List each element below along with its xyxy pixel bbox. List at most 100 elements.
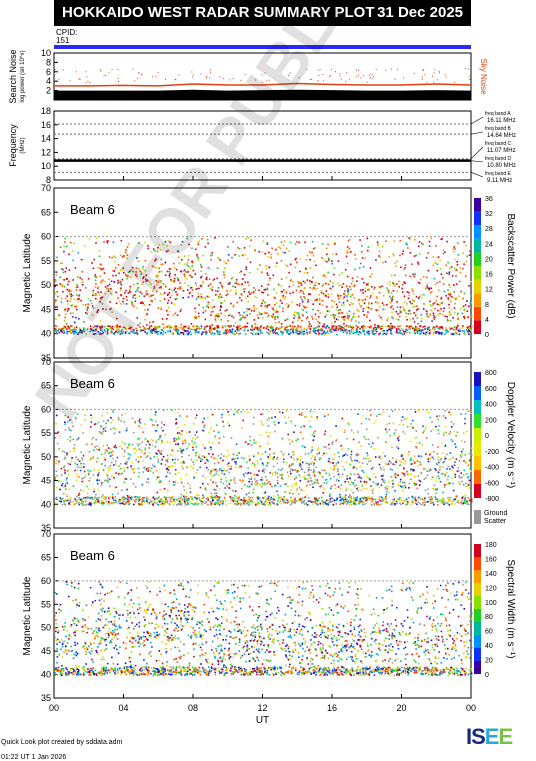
data-cell (309, 251, 311, 253)
data-cell (424, 497, 426, 499)
data-cell (360, 422, 363, 425)
data-cell (458, 475, 461, 477)
data-cell (296, 333, 299, 335)
data-cell (272, 498, 275, 500)
data-cell (465, 485, 467, 488)
data-cell (171, 449, 174, 452)
data-cell (302, 330, 304, 333)
data-cell (200, 327, 203, 329)
data-cell (113, 255, 115, 258)
data-cell (90, 457, 92, 460)
data-cell (280, 290, 283, 293)
data-cell (470, 295, 472, 297)
data-cell (231, 329, 233, 332)
data-cell (221, 413, 223, 416)
data-cell (244, 281, 247, 284)
data-cell (110, 328, 113, 330)
data-cell (258, 497, 261, 500)
data-cell (284, 252, 286, 254)
data-cell (101, 268, 103, 271)
data-cell (169, 500, 172, 503)
data-cell (389, 434, 392, 437)
data-cell (454, 298, 457, 301)
data-cell (360, 332, 362, 334)
data-cell (115, 486, 118, 489)
data-cell (210, 324, 213, 326)
data-cell (465, 461, 467, 464)
data-cell (386, 329, 389, 332)
data-cell (466, 310, 469, 312)
data-cell (466, 300, 468, 302)
data-cell (338, 316, 341, 318)
data-cell (86, 492, 89, 494)
data-cell (94, 423, 96, 426)
data-cell (469, 302, 472, 304)
data-cell (263, 289, 266, 291)
data-cell (69, 440, 72, 443)
data-cell (244, 254, 246, 256)
data-cell (161, 329, 164, 332)
data-cell (414, 502, 417, 505)
data-cell (101, 296, 104, 299)
data-cell (282, 294, 285, 297)
data-cell (313, 481, 316, 484)
data-cell (169, 268, 172, 270)
data-cell (113, 280, 115, 283)
data-cell (237, 326, 240, 329)
sky-noise-point (54, 69, 55, 71)
data-cell (470, 470, 472, 472)
data-cell (358, 304, 361, 306)
data-cell (355, 453, 358, 455)
data-cell (199, 276, 202, 279)
data-cell (171, 279, 174, 282)
data-cell (152, 502, 154, 505)
data-cell (107, 329, 109, 332)
data-cell (254, 502, 257, 505)
data-cell (107, 419, 109, 422)
data-cell (108, 283, 111, 286)
data-cell (136, 317, 139, 319)
data-cell (118, 300, 121, 303)
data-cell (223, 274, 225, 276)
data-cell (183, 423, 186, 426)
ytick-label: 10 (41, 161, 51, 171)
data-cell (414, 314, 417, 317)
data-cell (302, 315, 304, 317)
data-cell (173, 437, 176, 440)
data-cell (126, 277, 128, 280)
data-cell (54, 285, 56, 288)
data-cell (157, 274, 159, 277)
data-cell (190, 458, 193, 461)
data-cell (69, 436, 72, 438)
data-cell (327, 293, 330, 296)
data-cell (106, 496, 109, 499)
data-cell (313, 470, 315, 473)
data-cell (339, 309, 341, 311)
data-cell (204, 310, 207, 312)
data-cell (353, 312, 355, 315)
data-cell (308, 332, 311, 334)
data-cell (242, 419, 244, 422)
data-cell (100, 426, 103, 428)
data-cell (225, 329, 228, 332)
data-cell (227, 320, 229, 322)
data-cell (118, 500, 121, 502)
data-cell (325, 446, 327, 448)
data-cell (161, 501, 164, 503)
data-cell (171, 409, 173, 412)
data-cell (327, 460, 330, 463)
data-cell (333, 475, 335, 478)
data-cell (281, 499, 284, 501)
data-cell (395, 328, 398, 330)
data-cell (438, 425, 440, 427)
data-cell (303, 503, 306, 505)
data-cell (370, 446, 373, 448)
data-cell (422, 332, 425, 334)
data-cell (177, 427, 179, 429)
data-cell (366, 283, 368, 285)
data-cell (289, 331, 292, 334)
data-cell (107, 290, 110, 292)
data-cell (228, 414, 230, 416)
data-cell (456, 314, 459, 316)
data-cell (445, 327, 447, 329)
